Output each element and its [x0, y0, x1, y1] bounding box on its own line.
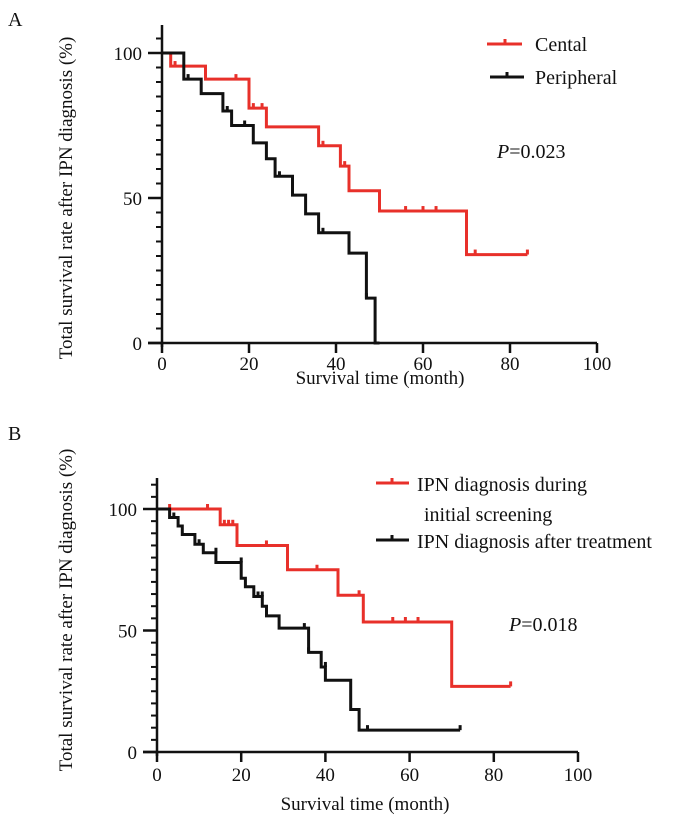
x-tick-label: 80 — [501, 354, 520, 375]
p-symbol-b: P — [508, 614, 521, 636]
x-tick-label: 20 — [240, 354, 259, 375]
panel-b: B Total survival rate after IPN diagnosi… — [8, 423, 652, 815]
x-tick-label: 0 — [157, 354, 167, 375]
legend-label-peripheral: Peripheral — [535, 67, 618, 89]
p-value-b: P=0.018 — [508, 614, 578, 636]
legend-label-cental: Cental — [535, 34, 588, 56]
y-tick-label: 50 — [118, 622, 137, 643]
y-tick-label: 100 — [109, 500, 138, 521]
x-tick-label: 80 — [484, 765, 503, 786]
x-axis-title-b: Survival time (month) — [281, 794, 450, 815]
y-axis-title-a: Total survival rate after IPN diagnosis … — [56, 37, 77, 360]
km-curve-series-2 — [162, 51, 380, 345]
y-tick-label: 100 — [114, 44, 143, 65]
y-tick-label: 50 — [123, 189, 142, 210]
y-tick-label: 0 — [133, 334, 143, 355]
x-tick-label: 40 — [316, 765, 335, 786]
legend-label-initial-screening-line2: initial screening — [419, 504, 552, 526]
legend-item-cental: Cental — [487, 34, 588, 56]
legend-item-initial-screening: IPN diagnosis during initial screening — [376, 474, 587, 526]
y-axis-title-b: Total survival rate after IPN diagnosis … — [56, 449, 77, 772]
x-tick-label: 100 — [564, 765, 593, 786]
p-value-text-a: =0.023 — [509, 141, 565, 163]
panel-label-a: A — [8, 9, 23, 31]
curves-b — [157, 504, 513, 732]
x-tick-label: 100 — [583, 354, 612, 375]
x-tick-label: 0 — [152, 765, 162, 786]
x-tick-label: 40 — [327, 354, 346, 375]
panel-a: A Total survival rate after IPN diagnosi… — [8, 9, 618, 389]
legend-a: Cental Peripheral — [487, 34, 618, 89]
axes-a: 0 50 100 0 20 40 60 80 100 — [114, 25, 612, 375]
legend-b: IPN diagnosis during initial screening I… — [376, 474, 652, 553]
p-value-a: P=0.023 — [496, 141, 566, 163]
x-axis-title-a: Survival time (month) — [296, 368, 465, 389]
y-tick-label: 0 — [128, 743, 138, 764]
legend-label-initial-screening-line1: IPN diagnosis during — [417, 474, 587, 496]
x-tick-label: 20 — [232, 765, 251, 786]
legend-label-after-treatment: IPN diagnosis after treatment — [417, 531, 652, 553]
panel-label-b: B — [8, 423, 21, 445]
legend-item-peripheral: Peripheral — [490, 67, 618, 89]
km-curve-series-2 — [157, 507, 461, 732]
curves-a — [162, 51, 529, 345]
p-value-text-b: =0.018 — [521, 614, 577, 636]
x-tick-label: 60 — [400, 765, 419, 786]
axes-b: 0 50 100 0 20 40 60 80 100 — [109, 478, 593, 786]
legend-item-after-treatment: IPN diagnosis after treatment — [376, 531, 652, 553]
x-tick-label: 60 — [414, 354, 433, 375]
km-curve-series-1 — [162, 51, 528, 257]
km-curve-series-1 — [157, 507, 511, 688]
p-symbol-a: P — [496, 141, 509, 163]
